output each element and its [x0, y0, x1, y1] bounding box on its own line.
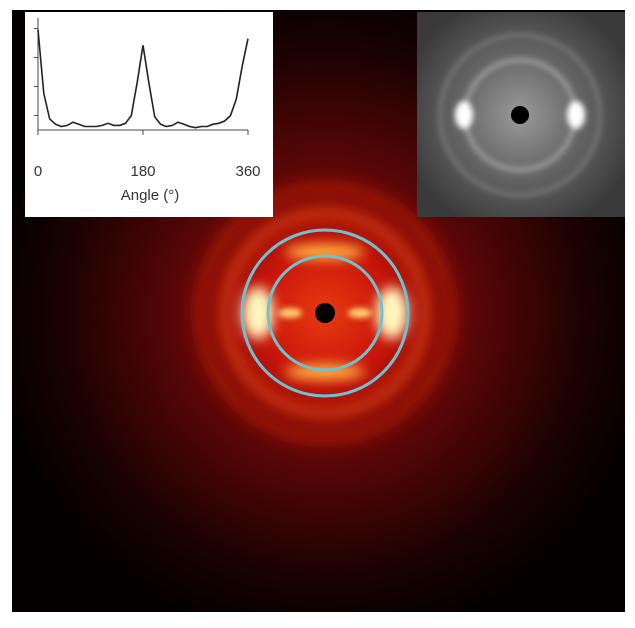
gray-inset	[417, 12, 625, 217]
figure: Angle (°) 0 180 360	[0, 0, 635, 623]
x-tick-label: 180	[130, 163, 155, 180]
x-axis-label: Angle (°)	[121, 187, 180, 204]
x-tick-label: 360	[235, 163, 260, 180]
profile-inset: Angle (°)	[25, 12, 273, 217]
x-tick-label: 0	[34, 163, 42, 180]
